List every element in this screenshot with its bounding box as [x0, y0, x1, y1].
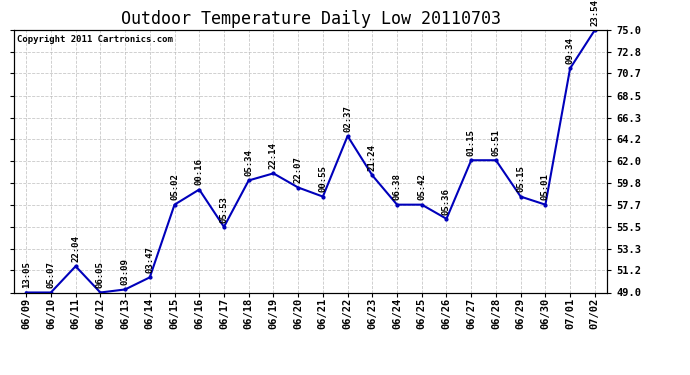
Text: 22:04: 22:04 — [71, 235, 80, 262]
Text: 05:07: 05:07 — [46, 261, 55, 288]
Text: 05:51: 05:51 — [491, 129, 500, 156]
Text: 23:54: 23:54 — [591, 0, 600, 26]
Text: 22:07: 22:07 — [294, 156, 303, 183]
Text: 06:05: 06:05 — [96, 261, 105, 288]
Text: 05:36: 05:36 — [442, 188, 451, 214]
Text: 13:05: 13:05 — [21, 261, 30, 288]
Text: 03:09: 03:09 — [121, 258, 130, 285]
Text: 05:15: 05:15 — [516, 165, 525, 192]
Text: 09:34: 09:34 — [566, 38, 575, 64]
Text: Copyright 2011 Cartronics.com: Copyright 2011 Cartronics.com — [17, 35, 172, 44]
Text: 05:42: 05:42 — [417, 174, 426, 201]
Text: 05:02: 05:02 — [170, 174, 179, 201]
Text: 01:15: 01:15 — [466, 129, 475, 156]
Text: 05:01: 05:01 — [541, 174, 550, 201]
Text: 02:37: 02:37 — [343, 105, 352, 132]
Text: 21:24: 21:24 — [368, 144, 377, 171]
Text: 22:14: 22:14 — [269, 142, 278, 169]
Title: Outdoor Temperature Daily Low 20110703: Outdoor Temperature Daily Low 20110703 — [121, 10, 500, 28]
Text: 05:53: 05:53 — [219, 196, 228, 223]
Text: 00:55: 00:55 — [318, 165, 327, 192]
Text: 03:47: 03:47 — [146, 246, 155, 273]
Text: 00:16: 00:16 — [195, 159, 204, 185]
Text: 05:34: 05:34 — [244, 149, 253, 176]
Text: 06:38: 06:38 — [393, 174, 402, 201]
